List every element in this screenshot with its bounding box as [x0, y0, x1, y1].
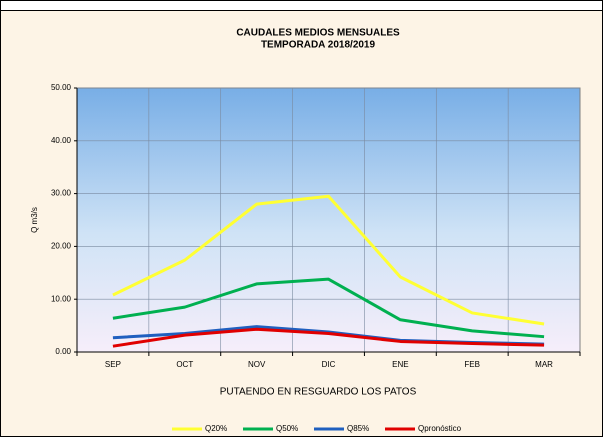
y-tick-label: 20.00 — [51, 242, 72, 251]
y-axis-label: Q m3/s — [30, 207, 39, 233]
x-tick-label: MAR — [535, 360, 553, 369]
plot-area — [76, 87, 581, 353]
top-strip — [0, 0, 603, 11]
x-tick-label: NOV — [248, 360, 266, 369]
series-line — [112, 194, 545, 326]
chart-title: CAUDALES MEDIOS MENSUALES — [236, 28, 400, 39]
x-tick-label: FEB — [464, 360, 480, 369]
x-tick-label: OCT — [176, 360, 193, 369]
x-axis-label: PUTAENDO EN RESGUARDO LOS PATOS — [220, 387, 417, 398]
x-tick-label: DIC — [322, 360, 336, 369]
y-tick-label: 30.00 — [51, 189, 72, 198]
series-line — [112, 277, 545, 339]
x-tick-label: ENE — [392, 360, 408, 369]
x-tick-label: SEP — [105, 360, 121, 369]
legend-label: Q20% — [205, 424, 227, 433]
legend-label: Qpronóstico — [418, 424, 462, 433]
legend-label: Q85% — [347, 424, 369, 433]
y-tick-label: 50.00 — [51, 83, 72, 92]
series-line — [112, 327, 545, 348]
y-tick-label: 0.00 — [55, 347, 71, 356]
legend-label: Q50% — [276, 424, 298, 433]
y-tick-label: 40.00 — [51, 136, 72, 145]
chart-subtitle: TEMPORADA 2018/2019 — [261, 40, 376, 51]
y-tick-label: 10.00 — [51, 294, 72, 303]
